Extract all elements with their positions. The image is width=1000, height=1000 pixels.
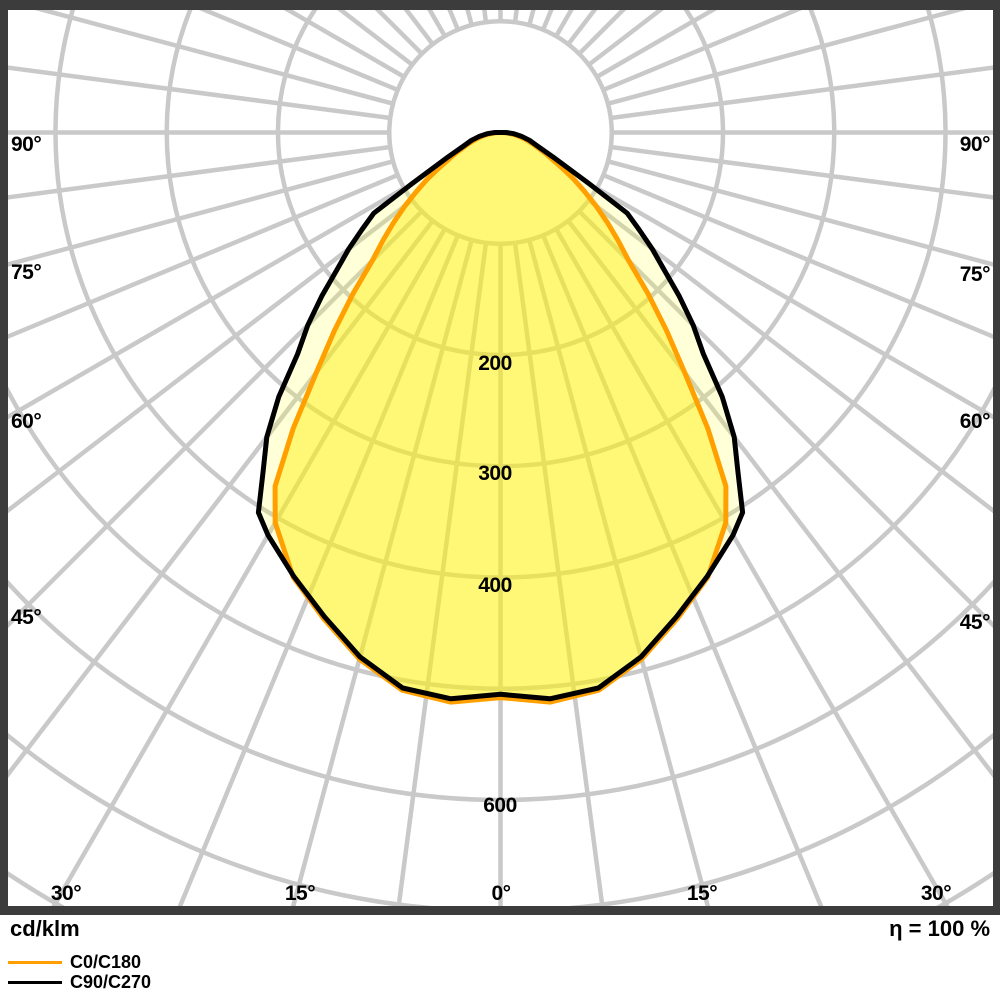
polar-grid-spoke <box>290 239 474 906</box>
polar-grid-spoke <box>8 65 391 121</box>
angle-tick-label: 15° <box>687 882 717 905</box>
polar-grid-spoke <box>595 186 993 420</box>
polar-grid-spoke <box>540 234 824 906</box>
curve-c90-c270 <box>255 130 746 702</box>
radial-tick-label: 600 <box>483 794 517 817</box>
polar-grid-spoke <box>8 144 391 200</box>
polar-grid-spoke <box>8 198 414 514</box>
curve-fill-c90-c270 <box>258 132 743 699</box>
polar-grid-spoke <box>610 144 993 200</box>
legend-label-c0-c180: C0/C180 <box>70 951 142 972</box>
angle-tick-label: 90° <box>11 133 41 156</box>
polar-grid-spoke <box>8 219 435 779</box>
polar-grid-spoke <box>8 159 394 267</box>
angle-tick-label: 90° <box>960 133 990 156</box>
polar-grid-spoke <box>51 227 447 906</box>
legend-item-c0-c180: C0/C180 <box>8 952 141 972</box>
polar-grid-spoke <box>177 234 461 906</box>
angle-tick-label: 15° <box>285 882 315 905</box>
radial-tick-label: 300 <box>478 462 512 485</box>
polar-grid-spoke <box>566 219 993 779</box>
polar-grid-spoke <box>198 10 399 93</box>
polar-grid-spoke <box>8 209 424 629</box>
polar-grid-spoke <box>512 242 605 906</box>
radial-tick-label: 200 <box>478 352 512 375</box>
angle-tick-label: 60° <box>11 410 41 433</box>
polar-grid-spoke <box>577 209 993 629</box>
chart-border-bottom <box>0 906 1000 915</box>
chart-border-top <box>0 0 1000 10</box>
polar-grid-spoke <box>527 239 711 906</box>
angle-tick-label: 75° <box>11 261 41 284</box>
polar-grid-spoke <box>396 242 489 906</box>
polar-grid-spoke <box>607 159 993 267</box>
angle-tick-label: 30° <box>921 882 951 905</box>
angle-tick-label: 30° <box>51 882 81 905</box>
legend-item-c90-c270: C90/C270 <box>8 972 151 992</box>
angle-tick-label: 0° <box>491 882 510 905</box>
polar-grid-spoke <box>8 186 406 420</box>
angle-tick-label: 45° <box>11 606 41 629</box>
angle-tick-label: 75° <box>960 263 990 286</box>
polar-grid-spoke <box>610 65 993 121</box>
polar-grid-spoke <box>554 227 950 906</box>
radial-tick-label: 400 <box>478 574 512 597</box>
polar-grid-spoke <box>607 10 967 106</box>
efficiency-label: η = 100 % <box>889 916 990 941</box>
polar-grid-spoke <box>587 198 993 514</box>
polar-grid-spoke <box>34 10 394 106</box>
legend-line-c90-c270 <box>8 980 62 984</box>
curve-fill-c0-c180 <box>275 132 726 703</box>
chart-border-right <box>993 0 1000 915</box>
angle-tick-label: 60° <box>960 410 990 433</box>
curve-c0-c180 <box>272 130 729 705</box>
legend-line-c0-c180 <box>8 960 62 964</box>
polar-grid-spoke <box>602 10 803 93</box>
chart-border-left <box>0 0 8 915</box>
unit-label: cd/klm <box>10 916 80 941</box>
polar-grid-spoke <box>8 172 399 339</box>
polar-grid-spoke <box>602 172 993 339</box>
legend-label-c90-c270: C90/C270 <box>70 971 152 992</box>
angle-tick-label: 45° <box>960 611 990 634</box>
